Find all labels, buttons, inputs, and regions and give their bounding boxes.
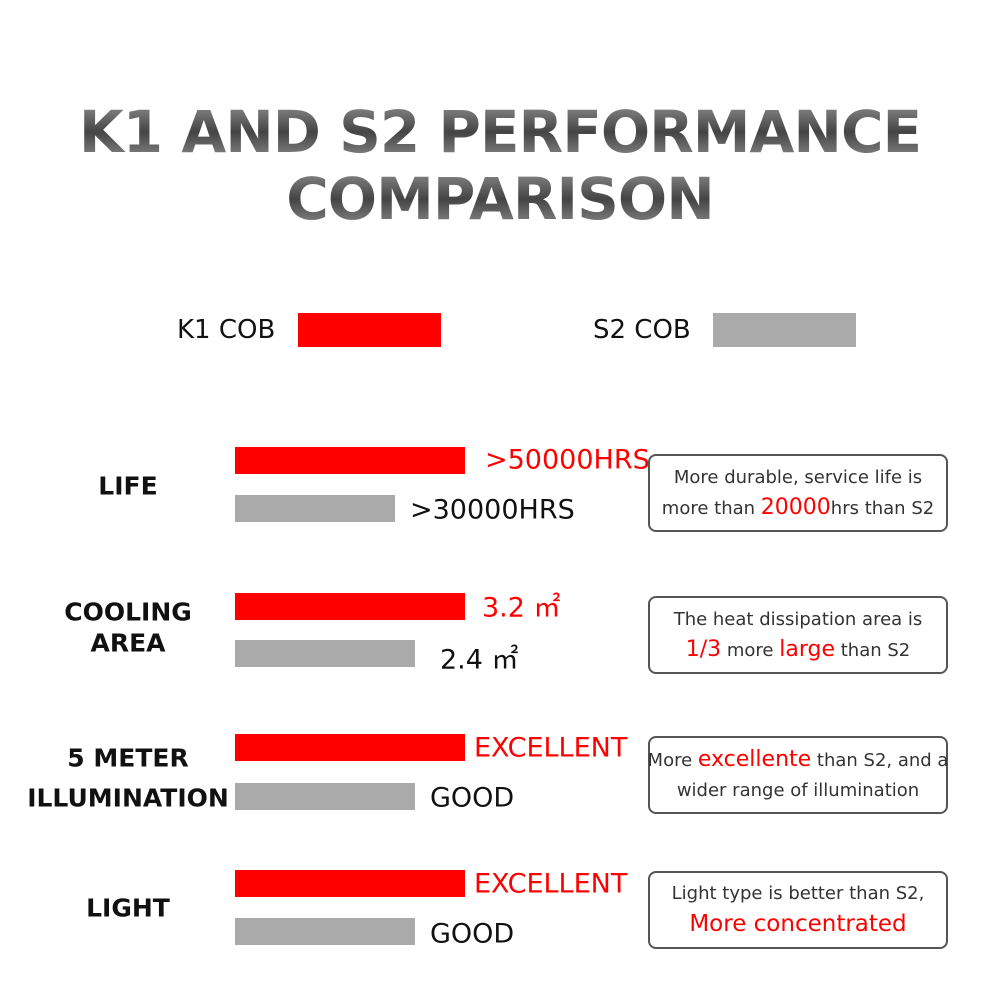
note-line: 1/3 more large than S2 <box>686 635 910 666</box>
note-box: More durable, service life is more than 2… <box>648 454 948 532</box>
row-label: ILLUMINATION <box>27 783 229 813</box>
note-line: more than 20000hrs than S2 <box>662 493 934 524</box>
k1-bar <box>235 870 465 897</box>
k1-value: EXCELLENT <box>474 732 628 764</box>
legend-swatch <box>713 313 856 347</box>
note-highlight: More concentrated <box>689 911 907 937</box>
note-line: More concentrated <box>689 909 906 941</box>
row-label: LIFE <box>98 471 158 501</box>
row-label: LIGHT <box>86 893 170 923</box>
note-text: hrs than S2 <box>830 497 935 519</box>
s2-bar <box>235 783 415 810</box>
note-highlight: large <box>779 636 835 662</box>
s2-bar <box>235 495 395 522</box>
s2-value: GOOD <box>430 918 515 950</box>
note-line: More excellente than S2, and a <box>648 745 949 776</box>
s2-value: >30000HRS <box>410 494 575 526</box>
row-label: 5 METER <box>67 743 189 773</box>
k1-value: >50000HRS <box>485 444 650 476</box>
s2-bar <box>235 918 415 945</box>
s2-value: 2.4 ㎡ <box>440 644 519 676</box>
note-text: More <box>647 749 698 771</box>
note-text: Light type is better than S2, <box>671 883 925 904</box>
row-label: COOLING <box>64 597 192 627</box>
k1-bar <box>235 447 465 474</box>
legend-swatch <box>298 313 441 347</box>
k1-value: EXCELLENT <box>474 868 628 900</box>
note-line: Light type is better than S2, <box>672 879 925 909</box>
note-line: The heat dissipation area is <box>674 605 923 635</box>
note-text: wider range of illumination <box>676 779 920 801</box>
note-line: More durable, service life is <box>674 463 922 493</box>
title-line: K1 AND S2 PERFORMANCE <box>0 97 1000 167</box>
note-text: The heat dissipation area is <box>673 608 923 630</box>
legend-label: K1 COB <box>177 315 276 345</box>
legend-label: S2 COB <box>593 315 691 345</box>
note-box: More excellente than S2, and a wider rang… <box>648 736 948 814</box>
k1-bar <box>235 734 465 761</box>
note-box: The heat dissipation area is 1/3 more lar… <box>648 596 948 674</box>
s2-value: GOOD <box>430 782 515 814</box>
note-highlight: excellente <box>697 746 812 772</box>
note-line: wider range of illumination <box>677 776 919 806</box>
note-text: than S2 <box>835 639 911 661</box>
note-highlight: 1/3 <box>685 636 722 662</box>
note-text: than S2, and a <box>811 749 949 771</box>
note-text: more <box>721 639 780 661</box>
title-line: COMPARISON <box>0 164 1000 234</box>
note-box: Light type is better than S2, More concen… <box>648 871 948 949</box>
k1-value: 3.2 ㎡ <box>482 592 561 624</box>
s2-bar <box>235 640 415 667</box>
note-text: More durable, service life is <box>673 466 923 488</box>
row-label: AREA <box>90 628 166 658</box>
k1-bar <box>235 593 465 620</box>
note-text: more than <box>661 497 761 519</box>
note-highlight: 20000 <box>760 494 831 520</box>
